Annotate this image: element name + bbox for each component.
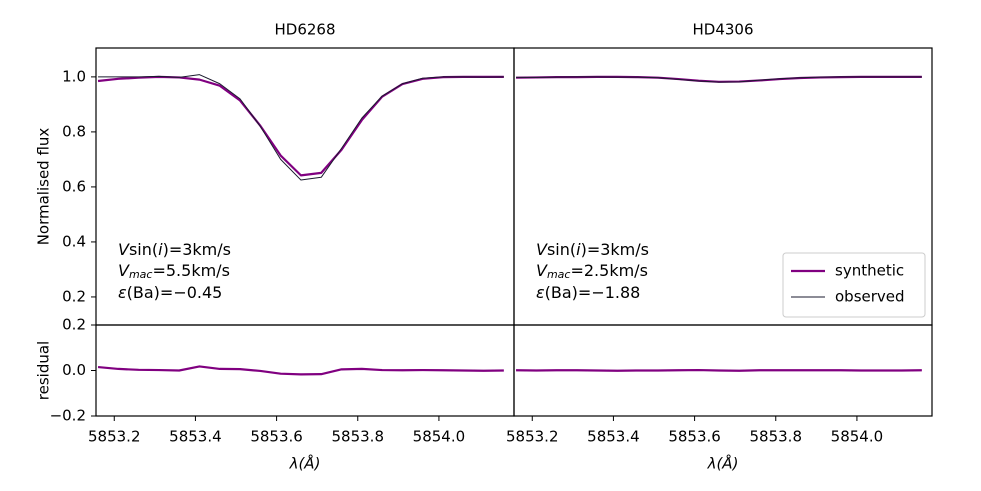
annotation-part: V [536,240,548,259]
annotation-part: sin( [129,240,158,259]
plot-frame [513,324,933,417]
y-tick-label: 0.0 [62,361,86,379]
annotation-part: =2.5km/s [570,261,647,280]
annotation-part: V [536,261,548,280]
y-tick-label: 0.2 [62,287,86,305]
annotation-part: ε [536,283,545,302]
panel-title: HD6268 [274,21,335,39]
x-axis-label: λ(Å) [289,454,321,473]
x-tick-label: 5853.6 [250,428,303,446]
x-tick-label: 5854.0 [413,428,466,446]
y-tick-label: 0.8 [62,122,86,140]
annotation-part: =5.5km/s [152,261,229,280]
x-tick-label: 5853.8 [332,428,385,446]
data-line [516,76,922,83]
x-tick-label: 5853.4 [587,428,640,446]
y-tick-label: 0.4 [62,232,86,250]
panel-title: HD4306 [692,21,753,39]
annotation: Vsin(i)=3km/s [536,240,649,259]
legend-label: synthetic [835,262,904,280]
y-tick-label: 1.0 [62,67,86,85]
annotation-part: V [118,261,130,280]
y-tick-label: 0.2 [62,316,86,334]
annotation: ε(Ba)=−1.88 [536,283,640,302]
x-tick-label: 5854.0 [831,428,884,446]
y-tick-label: 0.6 [62,177,86,195]
x-tick-label: 5853.8 [750,428,803,446]
legend-box [782,252,926,318]
x-tick-label: 5853.4 [169,428,222,446]
annotation: Vmac=5.5km/s [118,261,230,282]
data-line [98,74,504,181]
annotation-part: )=3km/s [581,240,649,259]
annotation-part: (Ba)=−0.45 [127,283,223,302]
x-axis-label: λ(Å) [707,454,739,473]
data-line [97,75,504,177]
data-line [516,75,922,83]
annotation-part: (Ba)=−1.88 [545,283,641,302]
y-tick-label: −0.2 [50,407,86,425]
annotation: Vmac=2.5km/s [536,261,648,282]
annotation-part: mac [129,268,153,281]
x-tick-label: 5853.6 [668,428,721,446]
annotation: Vsin(i)=3km/s [118,240,231,259]
annotation-part: i [576,240,581,259]
annotation-part: mac [547,268,571,281]
y-axis-label: Normalised flux [35,128,53,246]
annotation-part: )=3km/s [163,240,231,259]
legend-label: observed [835,288,905,306]
x-tick-label: 5853.2 [88,428,141,446]
annotation-part: i [158,240,163,259]
x-tick-label: 5853.2 [506,428,559,446]
annotation-part: sin( [547,240,576,259]
data-line [516,368,922,372]
data-line [97,365,504,376]
annotation: ε(Ba)=−0.45 [118,283,222,302]
y-axis-label: residual [35,341,53,400]
annotation-part: ε [118,283,127,302]
annotation-part: V [118,240,130,259]
